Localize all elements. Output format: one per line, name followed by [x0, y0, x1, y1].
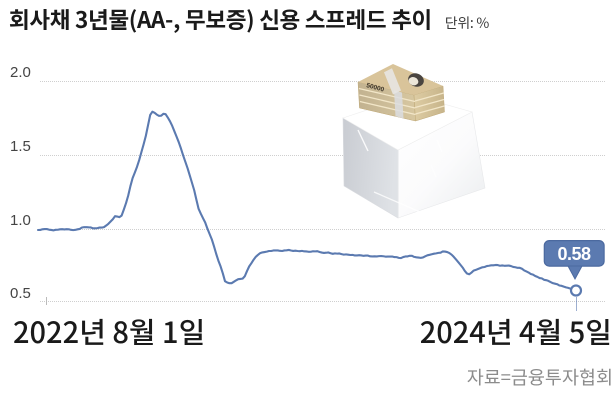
svg-text:0.58: 0.58	[557, 244, 591, 264]
